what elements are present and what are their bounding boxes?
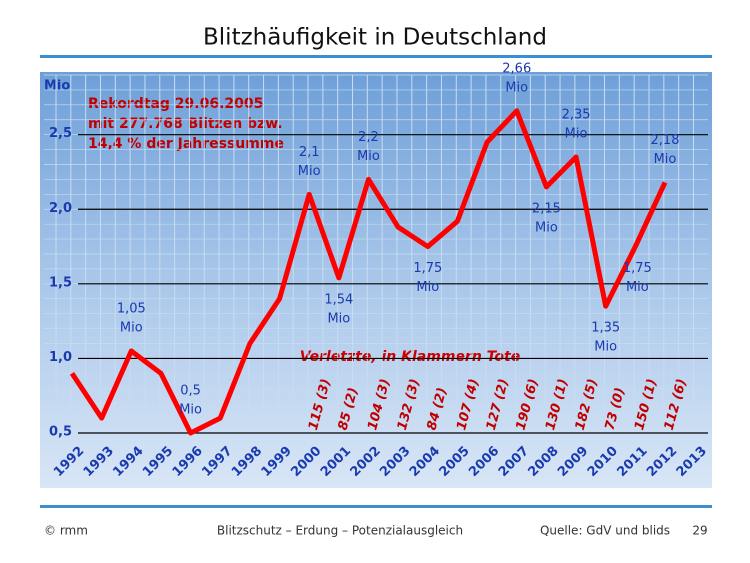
footer-source: Quelle: GdV und blids <box>540 524 670 538</box>
footer-center: Blitzschutz – Erdung – Potenzialausgleic… <box>217 524 463 538</box>
title-rule <box>40 55 712 58</box>
data-label-unit: Mio <box>120 320 143 335</box>
data-label-unit: Mio <box>298 164 321 179</box>
data-label-unit: Mio <box>535 220 558 235</box>
data-label-unit: Mio <box>565 127 588 142</box>
chart-title: Blitzhäufigkeit in Deutschland <box>203 25 547 51</box>
data-label-unit: Mio <box>654 152 677 167</box>
data-label-unit: Mio <box>327 311 350 326</box>
data-label-unit: Mio <box>357 149 380 164</box>
data-label-unit: Mio <box>594 340 617 355</box>
data-label: 2,66 <box>502 61 531 76</box>
y-tick-label: 0,5 <box>49 425 72 440</box>
y-tick-label: 1,5 <box>49 275 72 290</box>
y-tick-label: 1,0 <box>49 350 72 365</box>
data-label: 2,2 <box>358 130 379 145</box>
data-label: 2,15 <box>532 201 561 216</box>
data-label: 0,5 <box>180 384 201 399</box>
annotation: Rekordtag 29.06.2005 <box>88 96 263 112</box>
annotation: mit 277.768 Blitzen bzw. <box>88 116 283 132</box>
data-label: 1,75 <box>413 261 442 276</box>
footer-left: © rmm <box>44 524 88 538</box>
data-label-unit: Mio <box>626 280 649 295</box>
data-label: 1,35 <box>591 321 620 336</box>
annotation: 14,4 % der Jahressumme <box>88 136 284 152</box>
data-label-unit: Mio <box>416 280 439 295</box>
y-tick-label: 2,0 <box>49 201 72 216</box>
y-unit: Mio <box>44 79 70 94</box>
data-label: 1,05 <box>117 301 146 316</box>
data-label: 2,18 <box>651 133 680 148</box>
data-line <box>69 108 668 436</box>
footer-rule <box>40 505 712 508</box>
data-label: 1,54 <box>324 292 353 307</box>
data-label-unit: Mio <box>505 80 528 95</box>
data-label: 2,35 <box>562 108 591 123</box>
data-label: 2,1 <box>299 145 320 160</box>
y-tick-label: 2,5 <box>49 126 72 141</box>
data-label: 1,75 <box>623 261 652 276</box>
page-number: 29 <box>692 524 707 538</box>
injury-title: Verletzte, in Klammern Tote <box>300 349 520 365</box>
data-label-unit: Mio <box>179 403 202 418</box>
